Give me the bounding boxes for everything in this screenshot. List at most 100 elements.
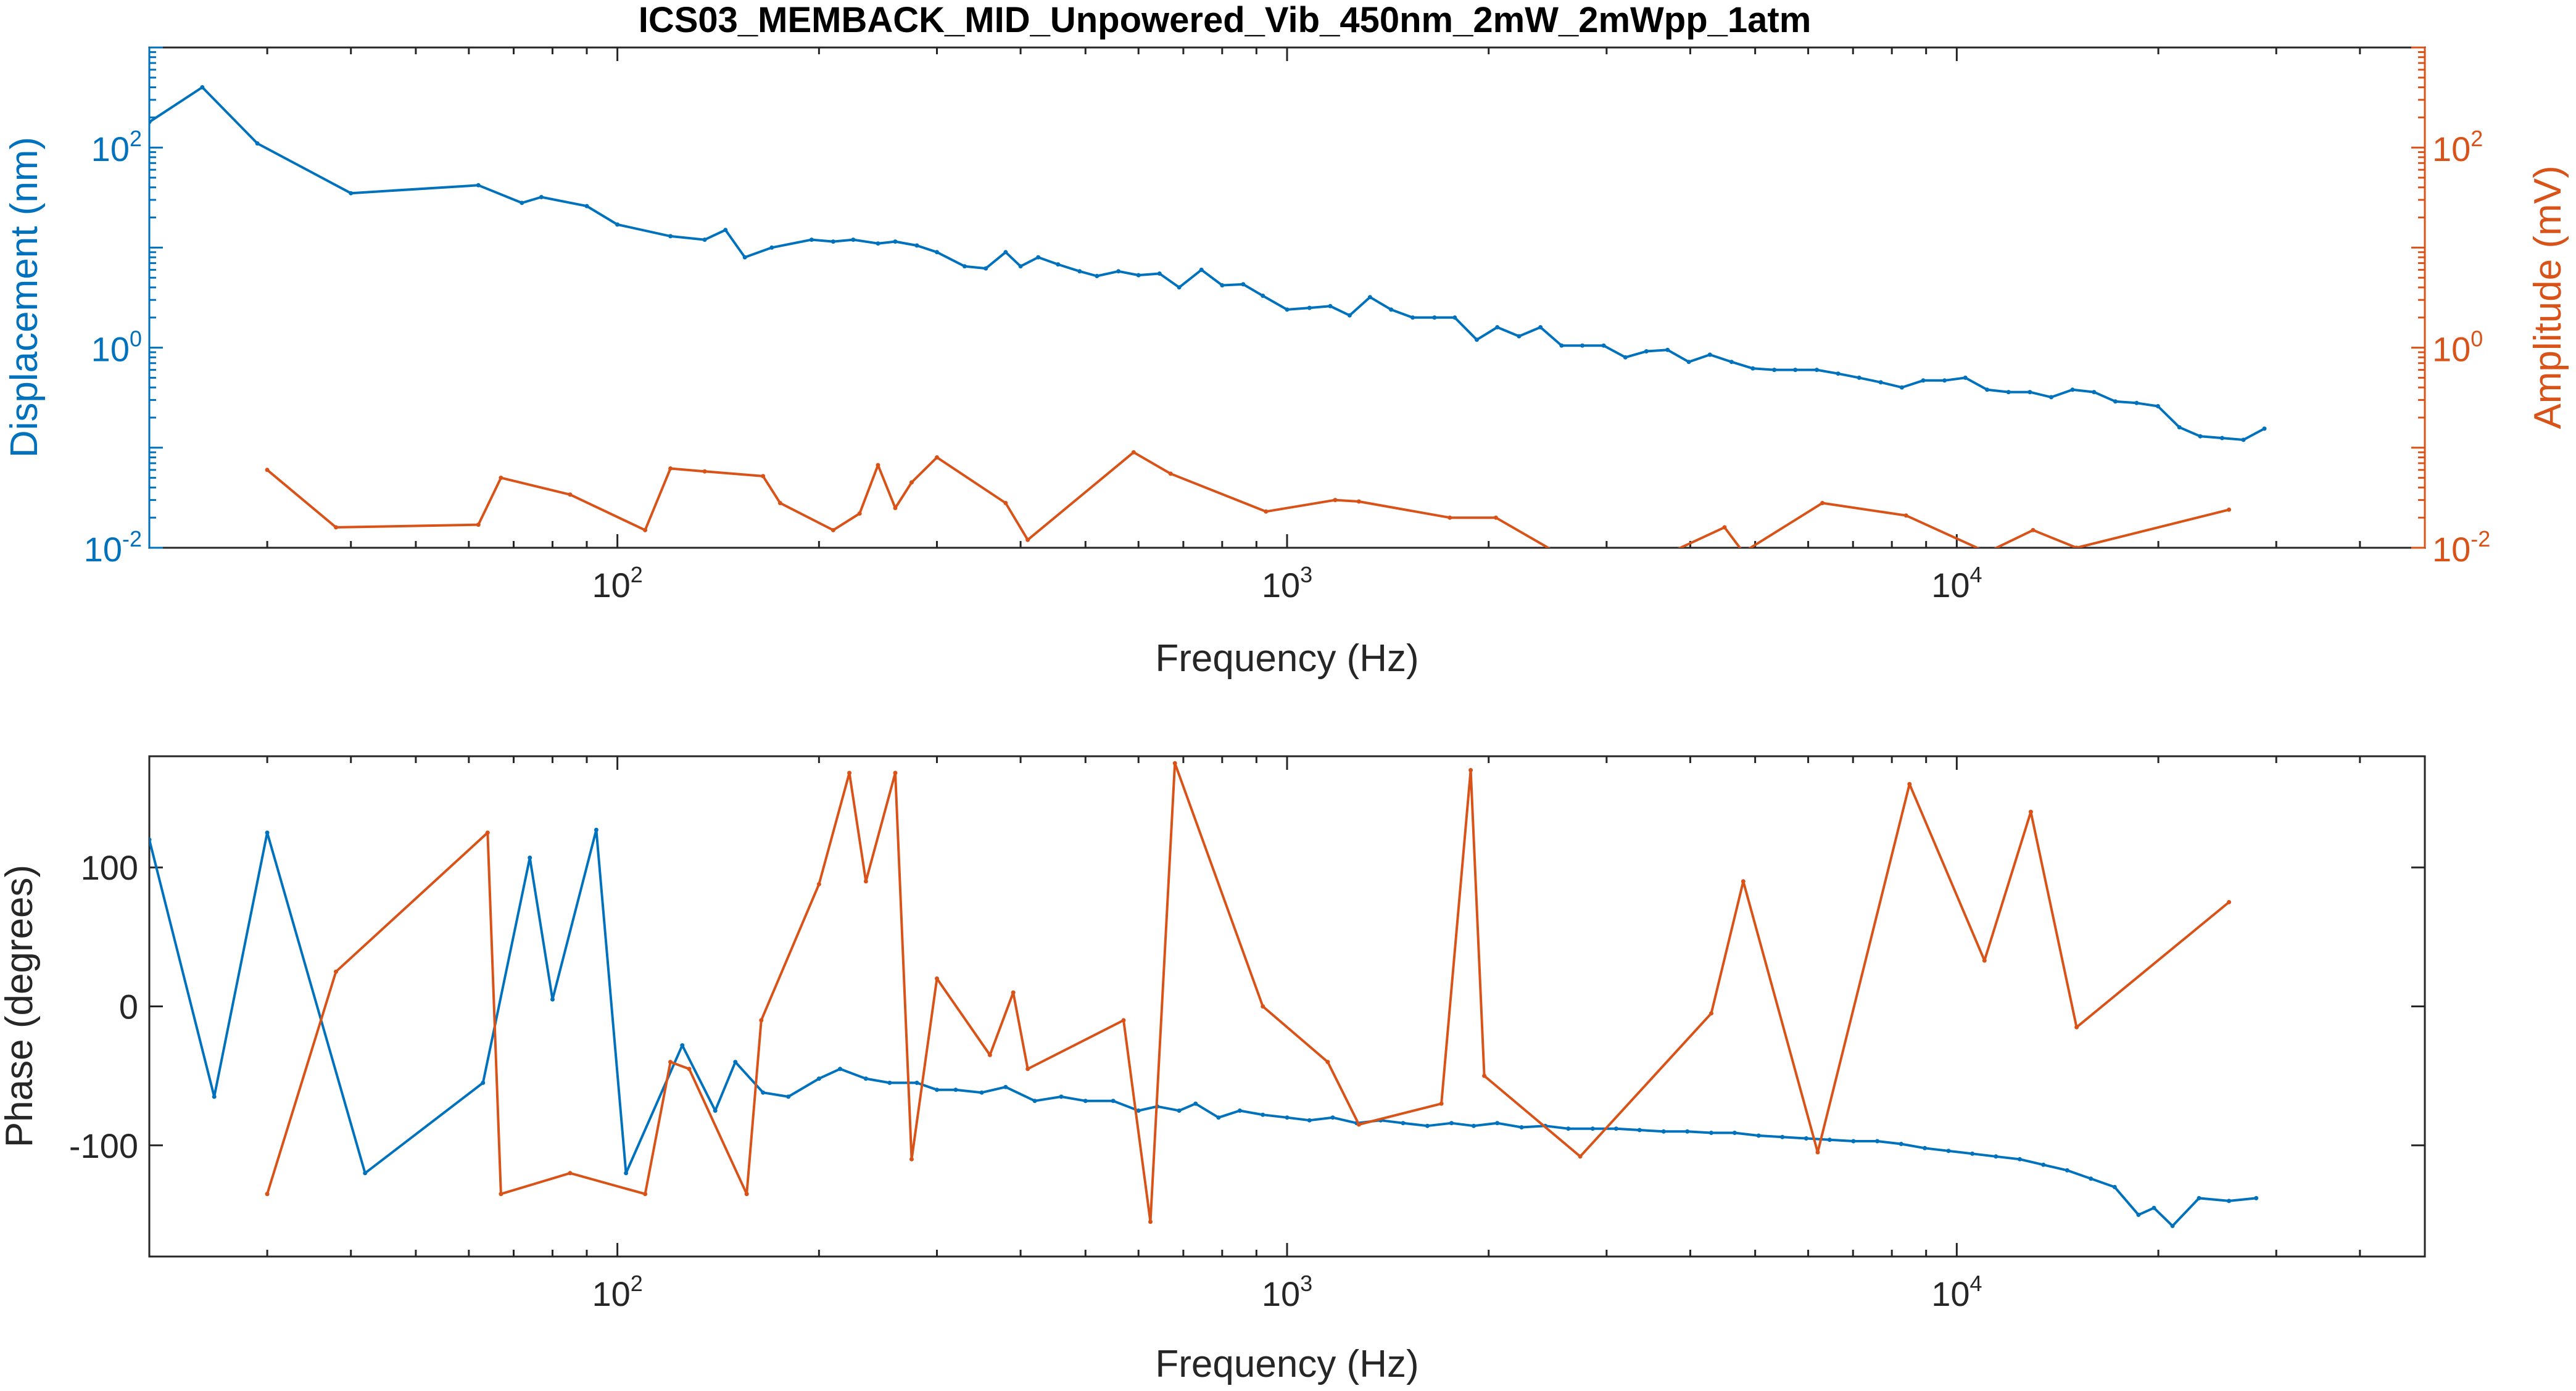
phase-blue-series-point bbox=[2018, 1157, 2022, 1162]
displacement-series-point bbox=[520, 200, 524, 205]
displacement-series-point bbox=[2155, 404, 2160, 408]
phase-orange-series-point bbox=[744, 1192, 749, 1197]
displacement-series-point bbox=[255, 141, 260, 146]
phase-blue-series-point bbox=[1970, 1151, 1975, 1156]
displacement-series-point bbox=[2006, 390, 2011, 395]
phase-blue-series-point bbox=[212, 1094, 217, 1099]
phase-orange-series-point bbox=[1025, 1067, 1030, 1071]
displacement-series-point bbox=[1328, 303, 1333, 308]
left-y-tick-label: 10-2 bbox=[84, 526, 142, 569]
phase-blue-series-point bbox=[1003, 1084, 1008, 1089]
phase-blue-series-point bbox=[1709, 1131, 1713, 1135]
displacement-series-point bbox=[2241, 437, 2246, 442]
displacement-series-point bbox=[2092, 390, 2097, 395]
phase-blue-series-point bbox=[2151, 1205, 2156, 1210]
bottom-x-tick-labels: 102 103 104 bbox=[592, 1271, 1982, 1313]
phase-orange-series-point bbox=[1172, 761, 1177, 766]
amplitude-series-point bbox=[1903, 513, 1908, 518]
top-axes-frame bbox=[148, 46, 2426, 549]
phase-blue-series-point bbox=[1637, 1128, 1642, 1133]
phase-orange-series-point bbox=[265, 1192, 270, 1197]
amplitude-series-point bbox=[935, 455, 939, 460]
amplitude-series-point bbox=[777, 501, 782, 505]
displacement-series-point bbox=[1241, 282, 1246, 287]
phase-blue-series-point bbox=[1449, 1121, 1454, 1126]
phase-blue-series-point bbox=[1946, 1149, 1951, 1154]
phase-blue-series-point bbox=[680, 1043, 685, 1048]
displacement-series-point bbox=[1750, 366, 1755, 371]
phase-blue-series-point bbox=[1661, 1129, 1666, 1134]
displacement-series-point bbox=[1452, 315, 1457, 320]
displacement-series-point bbox=[2177, 425, 2182, 430]
displacement-series-line bbox=[149, 86, 2265, 441]
displacement-series-point bbox=[1367, 295, 1372, 300]
displacement-series-point bbox=[1157, 271, 1162, 276]
phase-blue-series-point bbox=[1425, 1123, 1430, 1128]
displacement-series-point bbox=[1644, 349, 1649, 353]
amplitude-series-point bbox=[857, 511, 862, 516]
displacement-series-point bbox=[893, 239, 898, 244]
displacement-series-point bbox=[1580, 343, 1584, 348]
phase-blue-series-point bbox=[550, 997, 555, 1002]
left-y-tick-label: 100 bbox=[91, 326, 142, 369]
phase-blue-series-point bbox=[1590, 1126, 1595, 1131]
displacement-series-point bbox=[1056, 262, 1061, 267]
amplitude-series-point bbox=[830, 527, 835, 532]
phase-blue-series-point bbox=[149, 837, 152, 842]
phase-orange-series-point bbox=[2028, 809, 2033, 814]
displacement-series-point bbox=[1036, 255, 1041, 260]
displacement-series-point bbox=[1559, 343, 1564, 348]
right-y-tick-label: 100 bbox=[2432, 326, 2483, 369]
displacement-series-point bbox=[1836, 371, 1841, 376]
phase-blue-series-point bbox=[887, 1080, 892, 1085]
phase-blue-series-point bbox=[2112, 1184, 2117, 1189]
amplitude-series-point bbox=[909, 480, 914, 485]
displacement-series-point bbox=[962, 264, 967, 269]
bottom-axis-ticks bbox=[148, 756, 2426, 1257]
phase-blue-series-point bbox=[2089, 1176, 2094, 1181]
top-x-axis-label: Frequency (Hz) bbox=[1155, 637, 1418, 680]
amplitude-series-point bbox=[1131, 450, 1136, 455]
phase-blue-series-point bbox=[1193, 1101, 1198, 1106]
phase-orange-series-point bbox=[935, 976, 939, 981]
phase-blue-series-point bbox=[979, 1090, 984, 1095]
phase-orange-series-point bbox=[1709, 1011, 1713, 1016]
phase-blue-series-point bbox=[1613, 1126, 1618, 1131]
phase-blue-series-point bbox=[1032, 1099, 1037, 1104]
displacement-series-point bbox=[1432, 315, 1437, 320]
displacement-series-point bbox=[914, 243, 919, 248]
displacement-series-point bbox=[702, 237, 707, 242]
phase-blue-series-point bbox=[1285, 1115, 1290, 1120]
phase-blue-series-point bbox=[1875, 1139, 1880, 1144]
displacement-series-point bbox=[1878, 380, 1883, 385]
phase-blue-series-point bbox=[1401, 1121, 1406, 1126]
amplitude-series-point bbox=[568, 492, 573, 497]
displacement-series-point bbox=[1018, 264, 1023, 269]
amplitude-series-point bbox=[265, 468, 270, 473]
displacement-series-point bbox=[149, 120, 152, 125]
phase-blue-series-point bbox=[1827, 1137, 1832, 1142]
amplitude-series-point bbox=[1820, 501, 1825, 505]
phase-blue-series-point bbox=[363, 1171, 368, 1176]
amplitude-series-point bbox=[476, 522, 481, 527]
displacement-series-point bbox=[2219, 435, 2224, 440]
phase-blue-series-point bbox=[1756, 1133, 1761, 1138]
displacement-series-point bbox=[1772, 368, 1777, 373]
phase-blue-series-point bbox=[713, 1108, 718, 1113]
phase-blue-series-point bbox=[1237, 1108, 1242, 1113]
top-series-group bbox=[149, 85, 2267, 548]
phase-blue-series-point bbox=[1111, 1099, 1116, 1104]
displacement-series-point bbox=[1347, 313, 1352, 318]
phase-orange-series-point bbox=[687, 1067, 692, 1071]
displacement-series-point bbox=[349, 191, 354, 196]
phase-orange-series-point bbox=[863, 879, 868, 884]
amplitude-series-point bbox=[668, 466, 673, 471]
phase-blue-series-point bbox=[2041, 1162, 2046, 1167]
phase-orange-series-point bbox=[2074, 1025, 2079, 1030]
phase-blue-series-point bbox=[1472, 1123, 1476, 1128]
phase-orange-series-point bbox=[847, 770, 852, 775]
amplitude-series-point bbox=[1333, 498, 1338, 503]
bottom-y-tick-labels: 100 0 -100 bbox=[69, 848, 138, 1165]
displacement-series-point bbox=[2027, 390, 2032, 395]
